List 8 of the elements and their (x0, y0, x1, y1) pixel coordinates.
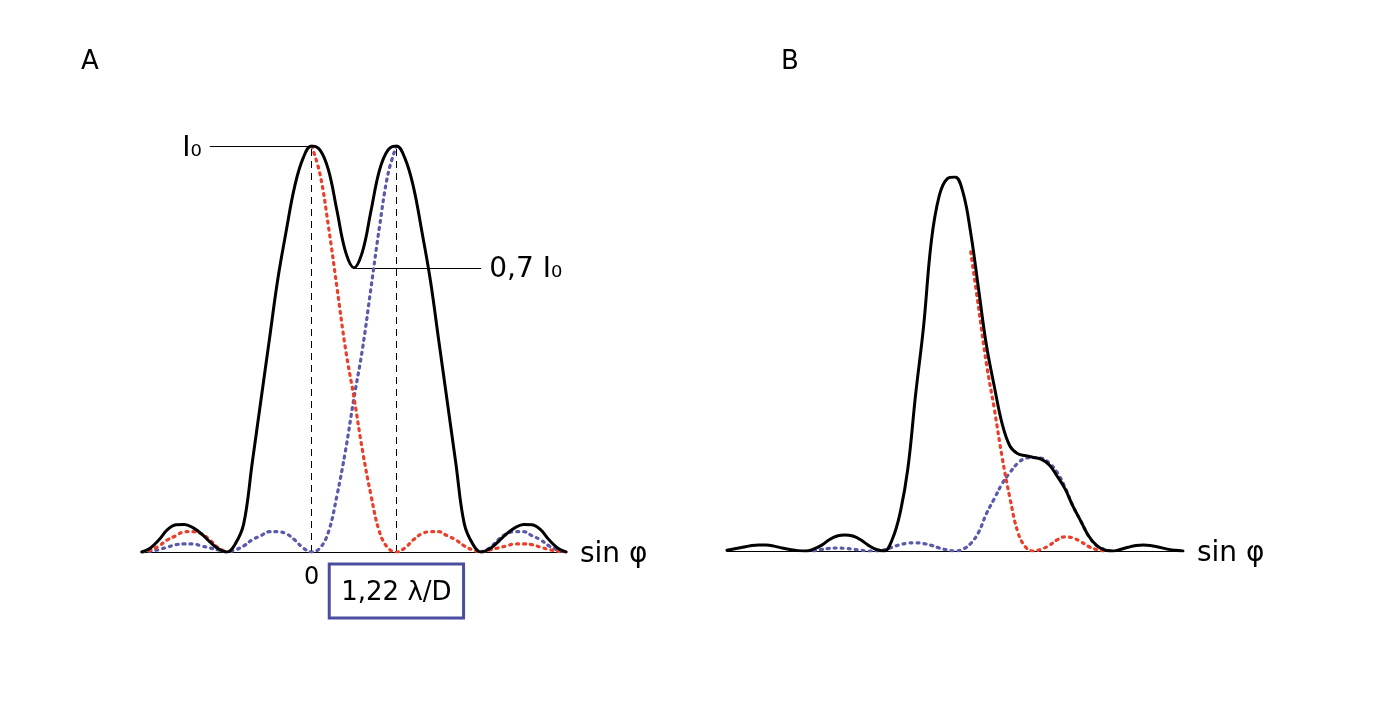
annotation: I₀ (182, 129, 202, 163)
x-axis-title: sin φ (1197, 534, 1265, 568)
x-tick-label: 1,22 λ/D (341, 576, 452, 606)
annotation: 0,7 I₀ (489, 251, 563, 285)
x-tick-label: 0 (303, 562, 320, 590)
x-axis-title: sin φ (580, 535, 648, 569)
chart-title: A (81, 45, 99, 75)
chart-title: B (781, 45, 799, 75)
